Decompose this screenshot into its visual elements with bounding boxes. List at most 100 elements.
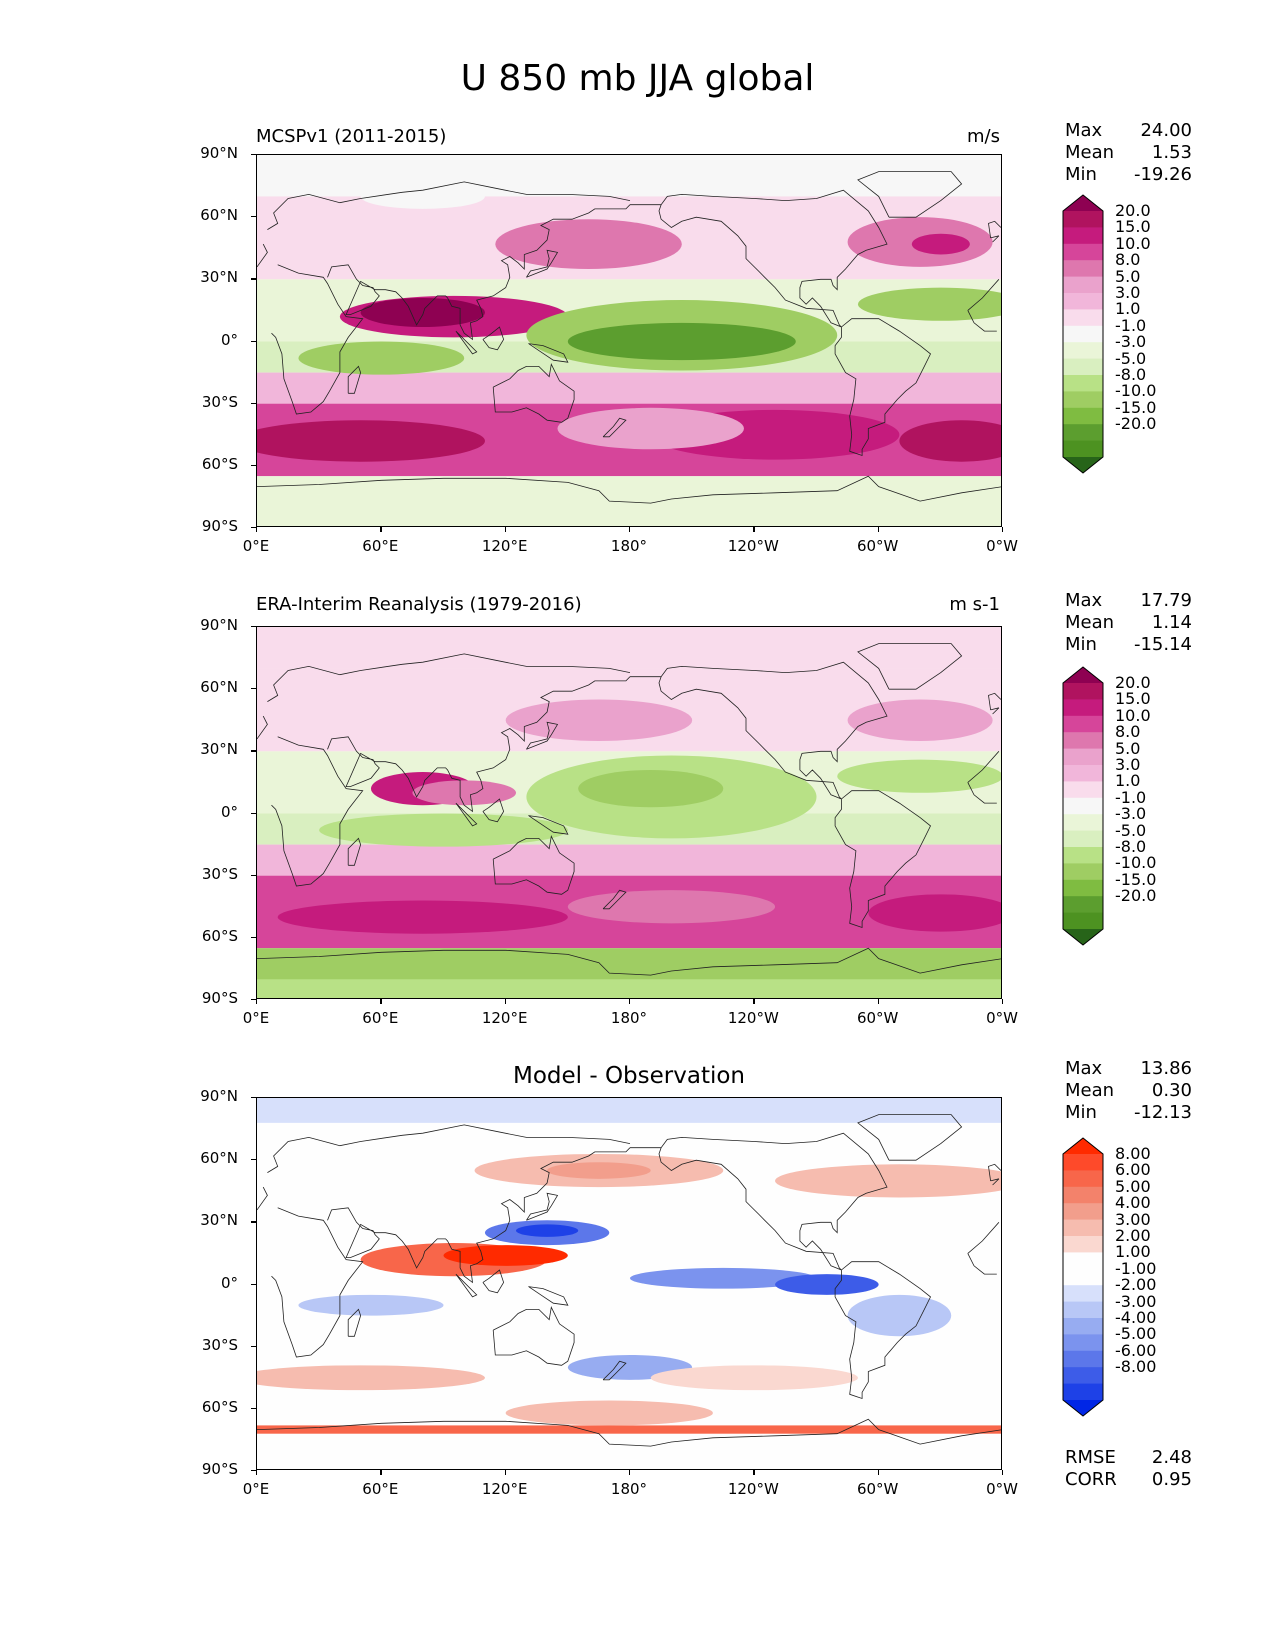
colorbar-segment xyxy=(1063,227,1103,245)
coastline xyxy=(528,1286,569,1306)
stat-row: Max 17.79 xyxy=(1065,590,1192,612)
colorbar-level-label: 15.0 xyxy=(1115,689,1151,709)
colorbar-level-label: 10.0 xyxy=(1115,705,1151,725)
colorbar-bottom-extension xyxy=(1063,1400,1103,1416)
lon-tick-mark xyxy=(877,527,879,532)
map-plot-area xyxy=(256,1097,1002,1470)
colorbar-segment xyxy=(1063,1186,1103,1204)
coastline xyxy=(257,653,1000,740)
colorbar-level-label: -8.0 xyxy=(1115,365,1147,384)
contour-region xyxy=(567,890,776,924)
stat-value: 1.14 xyxy=(1151,612,1192,633)
contour-region xyxy=(630,1267,817,1289)
colorbar-level-label: 8.0 xyxy=(1115,722,1141,742)
lon-tick-label: 0°E xyxy=(242,1009,270,1027)
coastline xyxy=(327,676,631,813)
lat-tick-label: 90°S xyxy=(201,1460,238,1478)
colorbar-segment xyxy=(1063,1252,1103,1270)
colorbar-top-extension xyxy=(1063,1138,1103,1154)
stat-row: Mean 1.14 xyxy=(1065,612,1192,634)
lat-tick-label: 90°S xyxy=(201,517,238,535)
contour-region xyxy=(567,322,796,361)
stat-label: Max xyxy=(1065,120,1103,141)
coastline xyxy=(834,318,932,457)
contour-region xyxy=(911,233,970,255)
lat-tick-label: 90°N xyxy=(200,616,238,634)
colorbar-segment xyxy=(1063,309,1103,327)
colorbar-segment xyxy=(1063,1383,1103,1401)
lon-tick-mark xyxy=(753,1470,755,1475)
stat-value: 17.79 xyxy=(1140,590,1192,611)
colorbar-level-label: -15.0 xyxy=(1115,869,1157,889)
colorbar-level-label: 10.0 xyxy=(1115,233,1151,253)
lat-tick-mark xyxy=(251,812,256,814)
colorbar-segment xyxy=(1063,407,1103,425)
lon-tick-label: 180° xyxy=(610,1009,648,1027)
stat-value: 1.53 xyxy=(1151,142,1192,163)
panel-observation: ERA-Interim Reanalysis (1979-2016) m s-1… xyxy=(0,590,1275,1062)
lat-tick-label: 30°S xyxy=(201,864,238,883)
colorbar-segment xyxy=(1063,863,1103,881)
contour-region xyxy=(868,894,1001,932)
stat-label: Mean xyxy=(1065,1080,1115,1101)
lat-tick-label: 60°N xyxy=(200,678,238,697)
lon-tick-mark xyxy=(504,1470,506,1475)
lon-tick-mark xyxy=(504,999,506,1004)
contour-region xyxy=(857,287,1001,321)
colorbar-outline xyxy=(1062,194,1104,474)
stat-row: Max 13.86 xyxy=(1065,1058,1192,1080)
lon-tick-mark xyxy=(1002,527,1004,532)
lat-tick-mark xyxy=(251,527,256,529)
colorbar-segment xyxy=(1063,830,1103,848)
lon-tick-mark xyxy=(753,999,755,1004)
colorbar-outline xyxy=(1062,666,1104,946)
contour-region xyxy=(298,341,465,375)
colorbar-level-label: -5.00 xyxy=(1115,1324,1157,1344)
colorbar-segment xyxy=(1063,260,1103,278)
stat-label: RMSE xyxy=(1065,1447,1116,1468)
colorbar-segment xyxy=(1063,325,1103,343)
coastline xyxy=(347,837,362,866)
colorbar-segment xyxy=(1063,732,1103,750)
lon-tick-mark xyxy=(1002,1470,1004,1475)
contour-region xyxy=(775,1164,1001,1198)
map-plot-area xyxy=(256,154,1002,527)
colorbar-segment xyxy=(1063,424,1103,442)
panel-title: ERA-Interim Reanalysis (1979-2016) xyxy=(256,594,582,615)
colorbar-bottom-extension xyxy=(1063,457,1103,473)
colorbar-segment xyxy=(1063,1367,1103,1385)
lat-tick-mark xyxy=(251,1221,256,1223)
stats-block: Max 13.86 Mean 0.30 Min -12.13 xyxy=(1065,1058,1192,1124)
colorbar-level-label: -15.0 xyxy=(1115,397,1157,417)
stat-label: Mean xyxy=(1065,142,1115,163)
coastline xyxy=(602,417,627,438)
contour-region xyxy=(847,699,993,741)
stat-value: 2.48 xyxy=(1151,1447,1192,1468)
colorbar-segment xyxy=(1063,683,1103,700)
colorbar-segment xyxy=(1063,243,1103,261)
colorbar-level-label: 3.0 xyxy=(1115,755,1141,774)
contour-region xyxy=(412,780,517,806)
coastline xyxy=(857,643,963,690)
lat-tick-mark xyxy=(251,1097,256,1099)
stat-label: Mean xyxy=(1065,612,1115,633)
colorbar-level-label: -2.00 xyxy=(1115,1275,1157,1295)
coastline xyxy=(988,1163,1001,1182)
contour-band xyxy=(257,476,1001,526)
lon-tick-mark xyxy=(753,527,755,532)
colorbar-svg xyxy=(1062,194,1104,474)
lon-tick-label: 0°E xyxy=(242,537,270,555)
colorbar-level-label: 3.0 xyxy=(1115,283,1141,302)
contour-region xyxy=(443,1245,568,1266)
contour-region xyxy=(319,813,568,847)
stat-label: Min xyxy=(1065,164,1097,185)
colorbar-segment xyxy=(1063,699,1103,717)
colorbar-segment xyxy=(1063,1334,1103,1352)
stat-row: Max 24.00 xyxy=(1065,120,1192,142)
lat-tick-mark xyxy=(251,936,256,939)
contour-region xyxy=(257,1365,485,1391)
coastline xyxy=(482,1269,505,1294)
coastline xyxy=(492,1306,575,1366)
colorbar-segment xyxy=(1063,797,1103,815)
coastline xyxy=(630,661,888,800)
